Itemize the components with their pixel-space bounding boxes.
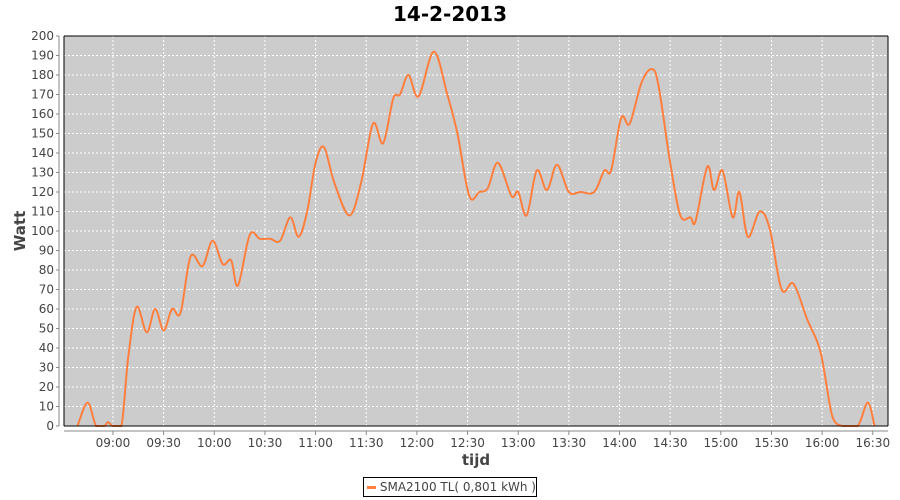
legend: SMA2100 TL( 0,801 kWh ) — [363, 477, 537, 497]
x-tick-label: 16:30 — [856, 436, 891, 450]
y-axis: 0 10 20 30 40 50 60 70 80 90 100 110 120 130 140 150 160… — [31, 29, 60, 433]
series-line-sma2100 — [76, 50, 876, 427]
legend-label: SMA2100 TL( 0,801 kWh ) — [379, 480, 536, 494]
y-tick-label: 80 — [39, 263, 54, 277]
y-tick-label: 120 — [31, 185, 54, 199]
y-tick-label: 70 — [39, 283, 54, 297]
x-tick-label: 14:00 — [602, 436, 637, 450]
y-tick-label: 50 — [39, 322, 54, 336]
x-tick-label: 16:00 — [805, 436, 840, 450]
x-tick-label: 09:30 — [146, 436, 181, 450]
y-tick-label: 180 — [31, 68, 54, 82]
y-tick-label: 160 — [31, 107, 54, 121]
y-tick-label: 60 — [39, 302, 54, 316]
x-tick-label: 09:00 — [96, 436, 131, 450]
y-tick-label: 40 — [39, 341, 54, 355]
y-tick-label: 170 — [31, 88, 54, 102]
x-tick-label: 10:30 — [248, 436, 283, 450]
grid-lines — [64, 35, 888, 427]
y-tick-label: 90 — [39, 244, 54, 258]
y-tick-label: 0 — [46, 419, 54, 433]
y-tick-label: 20 — [39, 380, 54, 394]
legend-swatch — [367, 485, 376, 489]
y-tick-label: 10 — [39, 400, 54, 414]
x-tick-label: 11:30 — [349, 436, 384, 450]
x-tick-label: 10:00 — [197, 436, 232, 450]
y-tick-label: 150 — [31, 127, 54, 141]
x-axis: 09:00 09:30 10:00 10:30 11:00 11:30 12:00 12:30… — [64, 430, 891, 450]
x-tick-label: 12:30 — [450, 436, 485, 450]
x-axis-label: tijd — [462, 451, 490, 469]
chart-title: 14-2-2013 — [393, 2, 507, 26]
y-tick-label: 140 — [31, 146, 54, 160]
y-tick-label: 110 — [31, 205, 54, 219]
x-tick-label: 14:30 — [653, 436, 688, 450]
y-tick-label: 30 — [39, 361, 54, 375]
x-tick-label: 13:30 — [552, 436, 587, 450]
y-tick-label: 100 — [31, 224, 54, 238]
x-tick-label: 12:00 — [400, 436, 435, 450]
x-tick-label: 15:00 — [704, 436, 739, 450]
y-tick-label: 200 — [31, 29, 54, 43]
y-tick-label: 190 — [31, 49, 54, 63]
x-tick-label: 11:00 — [298, 436, 333, 450]
y-tick-label: 130 — [31, 166, 54, 180]
y-axis-label: Watt — [11, 211, 29, 251]
x-tick-label: 15:30 — [754, 436, 789, 450]
x-tick-label: 13:00 — [501, 436, 536, 450]
